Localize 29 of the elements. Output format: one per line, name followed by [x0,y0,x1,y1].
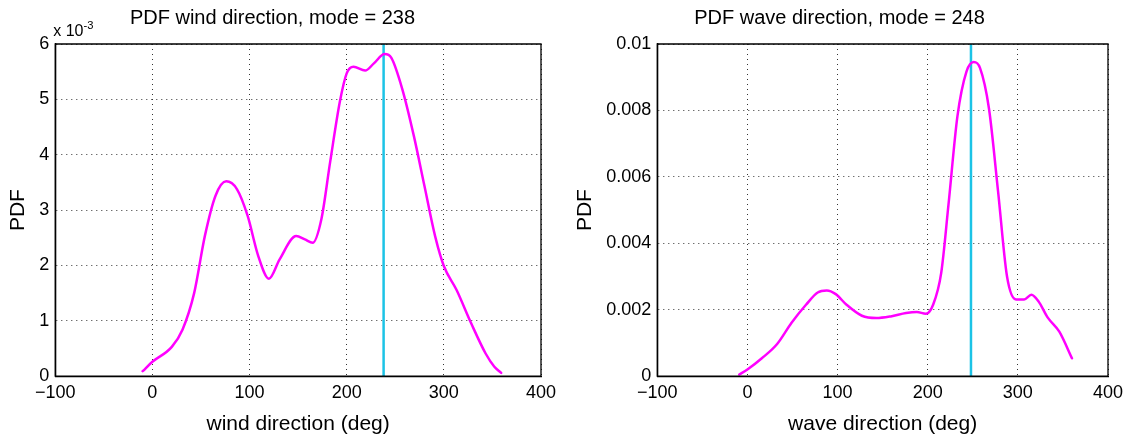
x-tick-label: 0 [147,381,158,402]
y-tick-label: 0.008 [606,99,652,120]
chart-title: PDF wind direction, mode = 238 [129,5,416,28]
y-axis-title: PDF [5,189,29,232]
x-tick-label: 200 [331,381,362,402]
x-tick-label: 0 [742,381,753,402]
y-axis-title: PDF [572,189,596,232]
y-tick-label: 3 [39,199,50,220]
y-tick-label: 2 [39,254,50,275]
x-tick-label: 300 [428,381,459,402]
x-tick-label: 300 [1002,381,1033,402]
y-tick-label: 0.002 [606,298,652,319]
y-tick-label: 4 [39,143,50,164]
line-series [738,60,1074,376]
x-tick-label: 200 [912,381,943,402]
x-axis-title: wave direction (deg) [787,411,978,435]
y-tick-label: 6 [39,32,50,53]
y-tick-label: 1 [39,309,50,330]
x-tick-label: 400 [525,381,557,402]
y-tick-label: 5 [39,88,50,109]
chart-title: PDF wave direction, mode = 248 [694,5,985,28]
x-axis-title: wind direction (deg) [205,411,390,435]
x-tick-label: 100 [234,381,265,402]
line-series [141,52,503,375]
x-tick-label: 100 [822,381,853,402]
y-tick-label: 0.004 [606,232,652,253]
x-tick-label: 400 [1092,381,1124,402]
y-tick-label: 0.01 [616,32,652,53]
y-tick-label: 0.006 [606,165,652,186]
